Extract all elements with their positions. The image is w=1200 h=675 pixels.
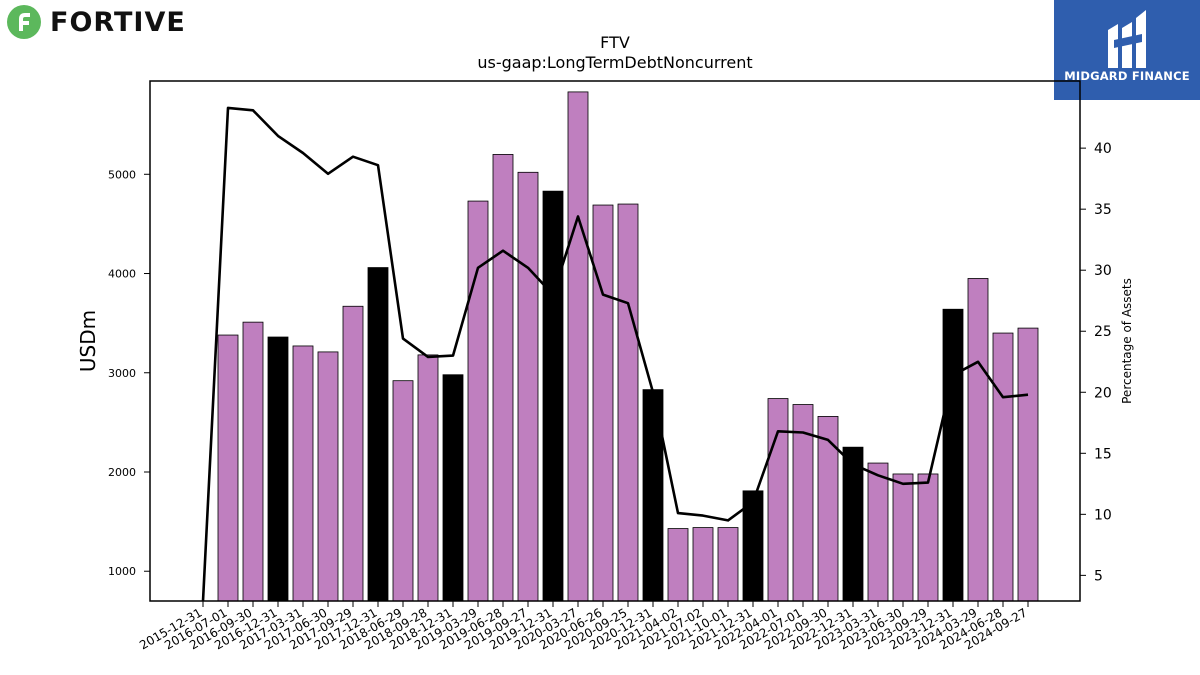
bar [992,332,1014,602]
bar [817,416,839,602]
plot-frame [149,80,1081,602]
y-axis-label: USDm [76,310,100,372]
bar [467,200,489,602]
right-axis-ticks: 5 10 15 20 25 30 35 40 [1080,141,1112,584]
bar [692,527,714,602]
y2-tick-label: 30 [1094,263,1112,279]
bar [667,528,689,602]
bar [867,462,889,602]
y-tick-label: 4000 [108,268,136,281]
bar [517,171,539,602]
y2-tick-label: 40 [1094,141,1112,157]
bar [592,204,614,602]
y-tick-label: 1000 [108,565,136,578]
fortive-logo: FORTIVE [6,4,186,40]
bar [217,334,239,602]
bar [442,374,464,602]
bar [342,305,364,602]
fortive-logo-icon [7,5,41,39]
bar [717,527,739,602]
fortive-logo-text: FORTIVE [50,6,186,38]
y2-tick-label: 25 [1094,324,1112,340]
chart-title: FTV [600,33,630,52]
midgard-finance-logo: MIDGARD FINANCE [1054,0,1200,100]
bar [967,278,989,602]
bar [767,398,789,602]
bar [1017,327,1039,602]
bar [367,267,389,602]
bar [567,91,589,602]
y2-tick-label: 5 [1094,568,1103,584]
y2-tick-label: 15 [1094,446,1112,462]
bar [842,446,864,602]
bar [267,336,289,602]
left-axis-ticks: 1000 2000 3000 4000 5000 [108,168,150,578]
bar [292,345,314,602]
bar [942,308,964,602]
bar [617,203,639,602]
y-tick-label: 3000 [108,367,136,380]
bar [917,473,939,602]
x-axis-ticks: 2015-12-312016-07-012016-09-302016-12-31… [137,601,1030,652]
y2-tick-label: 35 [1094,202,1112,218]
midgard-logo-icon [1108,10,1146,68]
y2-axis-label: Percentage of Assets [1120,278,1134,404]
y-tick-label: 2000 [108,466,136,479]
bar-series [217,91,1039,602]
y-tick-label: 5000 [108,168,136,181]
bar [892,473,914,602]
bar [542,190,564,602]
bar [317,351,339,602]
y2-tick-label: 10 [1094,507,1112,523]
midgard-logo-text: MIDGARD FINANCE [1064,69,1190,83]
y2-tick-label: 20 [1094,385,1112,401]
bar [417,354,439,602]
chart-subtitle: us-gaap:LongTermDebtNoncurrent [477,53,752,72]
percentage-line [201,106,1029,602]
bar [392,380,414,602]
bar [492,154,514,602]
bar [242,321,264,602]
